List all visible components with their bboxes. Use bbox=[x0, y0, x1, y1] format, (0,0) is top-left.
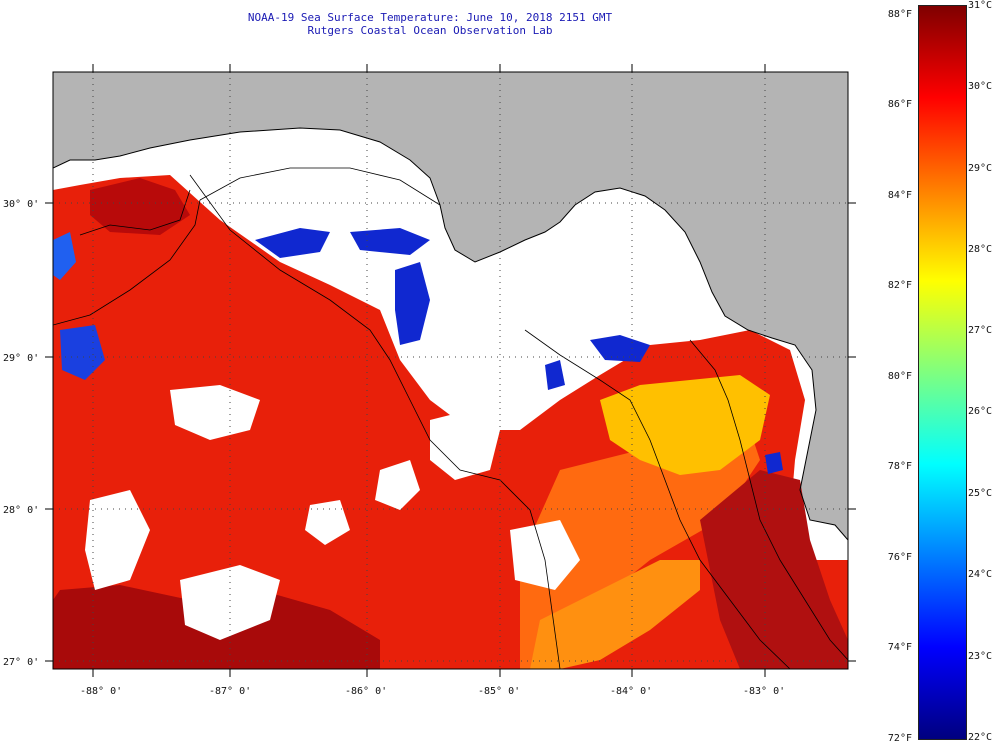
colorbar-label-80f: 80°F bbox=[887, 371, 912, 382]
colorbar-label-24c: 24°C bbox=[968, 569, 993, 580]
colorbar-label-84f: 84°F bbox=[887, 190, 912, 201]
isobath-florida-shelf bbox=[524, 329, 791, 669]
sst-cool-patch-7 bbox=[765, 452, 783, 474]
cloud-patch-6 bbox=[375, 460, 420, 510]
isobath-desoto bbox=[79, 189, 191, 236]
lat-label-27: 27° 0' bbox=[3, 657, 39, 668]
coastline bbox=[53, 127, 848, 541]
sst-cool-patch-5 bbox=[350, 228, 430, 255]
axis-ticks bbox=[45, 64, 856, 677]
sst-yellow-patch bbox=[600, 375, 770, 475]
map-frame bbox=[52, 71, 849, 670]
sst-cool-patch-2 bbox=[590, 335, 650, 362]
isobath-slope bbox=[189, 174, 561, 669]
lat-label-30: 30° 0' bbox=[3, 199, 39, 210]
colorbar-label-74f: 74°F bbox=[887, 642, 912, 653]
colorbar-label-78f: 78°F bbox=[887, 461, 912, 472]
colorbar-label-26c: 26°C bbox=[968, 406, 993, 417]
sst-cool-patch-6 bbox=[53, 232, 76, 280]
lon-label-87: -87° 0' bbox=[209, 686, 251, 697]
map-subtitle: Rutgers Coastal Ocean Observation Lab bbox=[307, 24, 553, 37]
cloud-patch-2 bbox=[85, 490, 150, 590]
lat-label-28: 28° 0' bbox=[3, 505, 39, 516]
lon-label-85: -85° 0' bbox=[478, 686, 520, 697]
sst-cool-patch-4 bbox=[255, 228, 330, 258]
isobath-florida-inner bbox=[689, 339, 848, 661]
sst-cool-patch-8 bbox=[545, 360, 565, 390]
sst-cool-patch-3 bbox=[60, 325, 105, 380]
lon-label-88: -88° 0' bbox=[80, 686, 122, 697]
sst-orange-band-south bbox=[530, 560, 700, 669]
colorbar-label-22c: 22°C bbox=[968, 732, 993, 743]
colorbar-label-76f: 76°F bbox=[887, 552, 912, 563]
cloud-patch-1 bbox=[170, 385, 260, 440]
colorbar-label-28c: 28°C bbox=[968, 244, 993, 255]
lon-label-84: -84° 0' bbox=[610, 686, 652, 697]
colorbar-label-30c: 30°C bbox=[968, 81, 993, 92]
sst-dark-red-coast bbox=[700, 470, 848, 669]
cloud-patch-7 bbox=[305, 500, 350, 545]
map-title: NOAA-19 Sea Surface Temperature: June 10… bbox=[247, 11, 613, 24]
colorbar-label-29c: 29°C bbox=[968, 163, 993, 174]
colorbar-label-88f: 88°F bbox=[887, 9, 912, 20]
graticule bbox=[53, 72, 848, 669]
cloud-patch-4 bbox=[430, 410, 500, 480]
lon-label-83: -83° 0' bbox=[743, 686, 785, 697]
colorbar-label-23c: 23°C bbox=[968, 651, 993, 662]
isobath-shelf-west bbox=[53, 167, 441, 326]
colorbar-label-27c: 27°C bbox=[968, 325, 993, 336]
colorbar-label-31c: 31°C bbox=[968, 0, 993, 11]
temperature-colorbar bbox=[918, 5, 967, 740]
lon-label-86: -86° 0' bbox=[345, 686, 387, 697]
colorbar-label-25c: 25°C bbox=[968, 488, 993, 499]
colorbar-label-82f: 82°F bbox=[887, 280, 912, 291]
sst-dark-red-core bbox=[90, 178, 190, 235]
sst-cool-patch-1 bbox=[395, 262, 430, 345]
colorbar-label-86f: 86°F bbox=[887, 99, 912, 110]
lat-label-29: 29° 0' bbox=[3, 353, 39, 364]
colorbar-label-72f: 72°F bbox=[887, 733, 912, 744]
cloud-patch-3 bbox=[180, 565, 280, 640]
cloud-patch-5 bbox=[510, 520, 580, 590]
